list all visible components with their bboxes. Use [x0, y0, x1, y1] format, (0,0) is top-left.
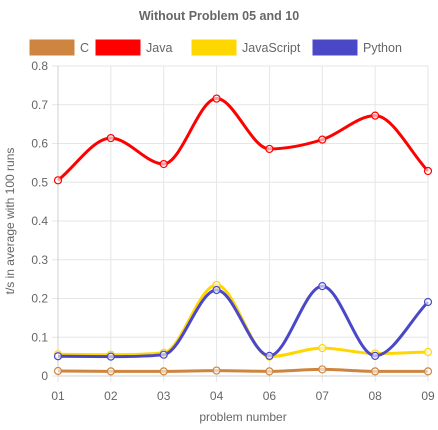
data-point-javascript[interactable]: [318, 344, 327, 353]
data-point-c[interactable]: [318, 365, 327, 374]
data-point-java[interactable]: [159, 159, 168, 169]
legend-label: Java: [146, 41, 172, 55]
x-tick-label: 08: [368, 389, 382, 403]
x-tick-label: 07: [316, 389, 330, 403]
legend: C Java JavaScript Python: [29, 39, 402, 56]
series-java: [53, 94, 433, 185]
y-tick-label: 0.8: [31, 59, 48, 73]
series-line-python: [57, 284, 430, 359]
data-point-c[interactable]: [371, 367, 380, 376]
y-axis-ticks: 0 0.1 0.2 0.3 0.4 0.5 0.6 0.7 0.8: [31, 59, 48, 383]
x-tick-label: 01: [51, 389, 65, 403]
legend-item-java[interactable]: Java: [95, 39, 172, 56]
data-point-c[interactable]: [212, 366, 221, 375]
chart-title: Without Problem 05 and 10: [139, 9, 299, 23]
y-tick-label: 0: [41, 369, 48, 383]
data-point-python[interactable]: [318, 282, 327, 291]
legend-label: JavaScript: [242, 41, 301, 55]
x-axis-label: problem number: [199, 410, 286, 424]
legend-swatch: [95, 39, 141, 56]
series-c: [53, 365, 433, 376]
data-point-python[interactable]: [371, 351, 380, 360]
series-python: [53, 282, 433, 361]
y-tick-label: 0.4: [31, 214, 48, 228]
data-point-java[interactable]: [106, 133, 115, 143]
legend-label: Python: [363, 41, 402, 55]
x-axis-ticks: 01 02 03 04 06 07 08 09: [51, 389, 435, 403]
data-point-c[interactable]: [265, 367, 274, 376]
legend-item-javascript[interactable]: JavaScript: [191, 39, 301, 56]
y-tick-label: 0.5: [31, 175, 48, 189]
legend-item-c[interactable]: C: [29, 39, 89, 56]
x-tick-label: 09: [421, 389, 435, 403]
y-tick-label: 0.7: [31, 98, 48, 112]
data-point-python[interactable]: [106, 352, 115, 361]
x-tick-label: 04: [210, 389, 224, 403]
data-point-java[interactable]: [371, 111, 380, 120]
data-point-c[interactable]: [106, 367, 115, 376]
data-point-python[interactable]: [212, 285, 221, 295]
y-tick-label: 0.6: [31, 137, 48, 151]
gridlines: [52, 65, 429, 382]
series-line-c: [57, 367, 428, 373]
data-point-java[interactable]: [53, 176, 63, 185]
y-axis-label: t/s in average with 100 runs: [3, 148, 17, 295]
data-point-java[interactable]: [212, 94, 221, 103]
data-point-c[interactable]: [423, 367, 433, 376]
series-lines: [53, 94, 433, 376]
data-point-java[interactable]: [318, 135, 327, 144]
data-point-java[interactable]: [265, 144, 274, 154]
y-tick-label: 0.2: [31, 292, 48, 306]
data-point-java[interactable]: [423, 166, 433, 176]
y-tick-label: 0.3: [31, 253, 48, 267]
data-point-python[interactable]: [53, 352, 63, 361]
legend-swatch: [29, 39, 75, 56]
legend-swatch: [312, 39, 358, 56]
x-tick-label: 06: [263, 389, 277, 403]
data-point-c[interactable]: [159, 367, 168, 376]
data-point-python[interactable]: [265, 351, 274, 360]
legend-swatch: [191, 39, 237, 56]
data-point-python[interactable]: [423, 297, 433, 307]
legend-label: C: [80, 41, 89, 55]
data-point-c[interactable]: [53, 366, 63, 376]
x-tick-label: 03: [157, 389, 171, 403]
series-line-javascript: [57, 283, 429, 359]
x-tick-label: 02: [104, 389, 118, 403]
y-tick-label: 0.1: [31, 330, 48, 344]
data-point-python[interactable]: [159, 350, 168, 359]
data-point-javascript[interactable]: [423, 347, 433, 357]
legend-item-python[interactable]: Python: [312, 39, 402, 56]
